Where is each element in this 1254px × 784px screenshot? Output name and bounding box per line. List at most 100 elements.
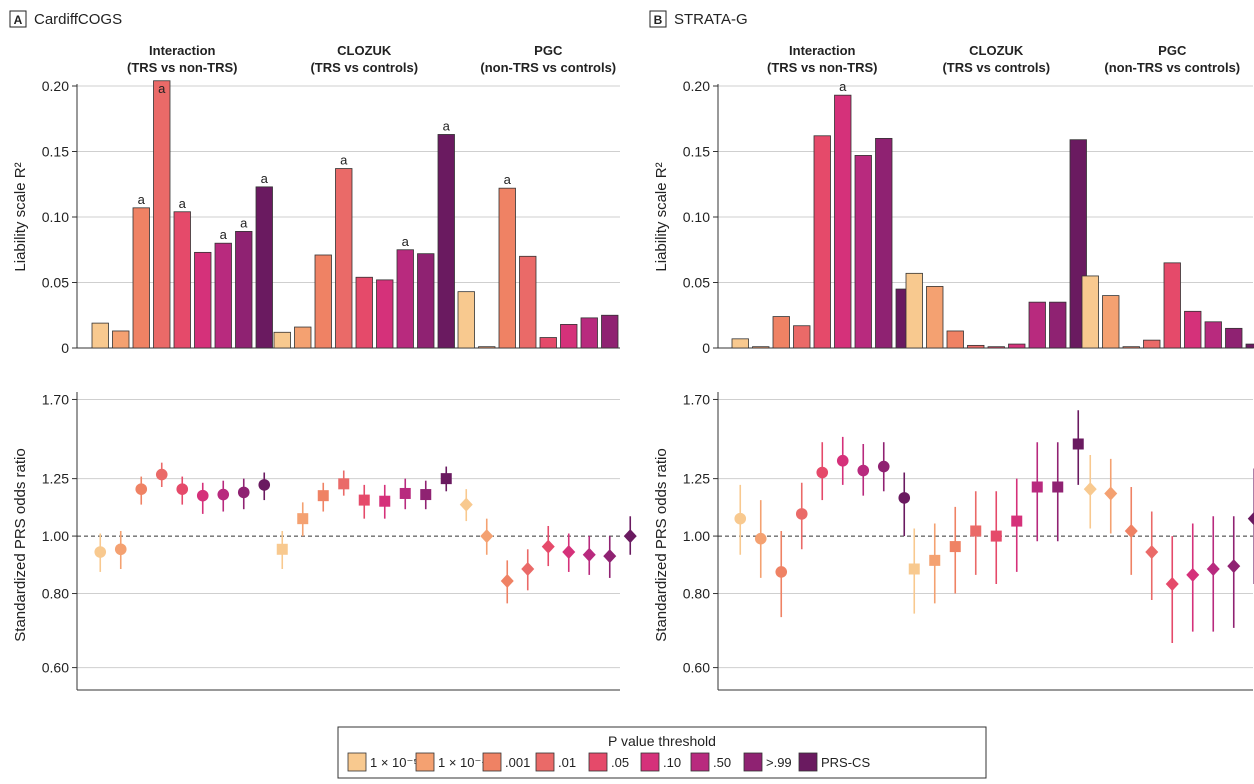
bar [1245, 343, 1254, 349]
legend-label: .10 [663, 755, 681, 770]
or-point-square [317, 490, 329, 502]
or-point-circle [155, 468, 168, 481]
bar [173, 211, 191, 349]
y-tick-label: 1.70 [42, 391, 69, 407]
legend-label: .50 [713, 755, 731, 770]
bar [478, 346, 496, 349]
or-point-diamond [1247, 511, 1254, 526]
y-tick-label: 0.15 [683, 144, 710, 160]
bar [1163, 262, 1181, 349]
bar [194, 251, 212, 349]
bar [335, 168, 353, 349]
legend-swatch [743, 752, 763, 772]
bar [91, 322, 109, 349]
panel-letter-box [649, 10, 667, 28]
bar [1081, 275, 1099, 349]
group-title: PGC [534, 43, 563, 58]
or-point-circle [836, 454, 849, 467]
y-tick-label: 0.05 [683, 275, 710, 291]
panel-name: STRATA-G [674, 11, 748, 28]
bar [519, 255, 537, 349]
y-tick-label: 0.80 [683, 586, 710, 602]
bar [437, 134, 455, 349]
or-point-diamond [623, 529, 637, 544]
or-point-diamond [521, 561, 535, 576]
bar [539, 337, 557, 349]
or-point-circle [816, 466, 829, 479]
or-point-diamond [541, 539, 555, 554]
legend: P value threshold 1 × 10⁻⁵ 1 × 10⁻⁴ .001 .01… [337, 726, 987, 779]
or-point-circle [114, 543, 127, 556]
bar-chart-B: 0 0.05 0.10 0.15 0.20 Liability scale R² Inter… [653, 43, 1254, 356]
group-title: PGC [1158, 43, 1187, 58]
y-tick-label: 0.15 [42, 144, 69, 160]
legend-swatch [690, 752, 710, 772]
legend-label: .05 [611, 755, 629, 770]
legend-swatch [415, 752, 435, 772]
group-title: Interaction [149, 43, 216, 58]
or-point-diamond [459, 497, 473, 512]
y-tick-label: 1.25 [683, 471, 710, 487]
or-point-square [440, 473, 452, 485]
or-point-diamond [480, 529, 494, 544]
or-point-square [420, 489, 432, 501]
or-chart-B: 0.60 0.80 1.00 1.25 1.70 Standardized PRS odd… [653, 391, 1254, 691]
significance-marker: a [138, 192, 146, 207]
or-point-square [297, 513, 309, 525]
or-point-circle [877, 460, 890, 473]
or-point-diamond [562, 545, 576, 560]
bar [1122, 346, 1140, 349]
or-point-square [338, 478, 350, 490]
or-point-square [379, 495, 391, 507]
legend-label: .001 [505, 755, 530, 770]
group-subtitle: (TRS vs non-TRS) [127, 60, 238, 75]
y-tick-label: 0.10 [683, 209, 710, 225]
or-point-square [908, 563, 920, 575]
or-point-square [358, 494, 370, 506]
bar [793, 325, 811, 349]
or-point-diamond [1186, 567, 1200, 582]
bar [854, 155, 872, 349]
or-point-circle [94, 546, 107, 558]
bar [967, 344, 985, 349]
or-point-circle [258, 479, 271, 491]
or-point-circle [135, 483, 148, 495]
legend-label: PRS-CS [821, 755, 870, 770]
group-subtitle: (TRS vs controls) [942, 60, 1050, 75]
bar [132, 207, 150, 349]
significance-marker: a [839, 79, 847, 94]
or-point-square [1072, 438, 1084, 450]
significance-marker: a [179, 196, 187, 211]
or-chart-A: 0.60 0.80 1.00 1.25 1.70 Standardized PRS odd… [12, 391, 637, 691]
bar [926, 286, 944, 349]
y-axis-label: Liability scale R² [12, 162, 29, 271]
bar [1049, 301, 1067, 349]
y-tick-label: 0.20 [683, 78, 710, 94]
or-point-diamond [1227, 559, 1241, 574]
y-tick-label: 0.60 [42, 660, 69, 676]
bar [1225, 327, 1243, 349]
bar [112, 330, 130, 349]
y-tick-label: 0.80 [42, 586, 69, 602]
legend-swatch [535, 752, 555, 772]
or-point-circle [734, 512, 747, 525]
or-point-square [276, 543, 288, 555]
or-point-square [1011, 515, 1023, 527]
bar [560, 324, 578, 349]
or-point-square [990, 530, 1002, 542]
bar [905, 272, 923, 349]
or-point-diamond [582, 547, 596, 562]
bar [1204, 321, 1222, 349]
or-point-square [1031, 481, 1043, 493]
bar [1102, 295, 1120, 349]
group-title: CLOZUK [337, 43, 392, 58]
bar [601, 314, 619, 349]
y-tick-label: 1.00 [683, 528, 710, 544]
bar [417, 253, 435, 349]
bar [498, 187, 516, 349]
bar [580, 317, 598, 349]
bar [214, 242, 232, 349]
bar [376, 279, 394, 349]
y-tick-label: 0.05 [42, 275, 69, 291]
